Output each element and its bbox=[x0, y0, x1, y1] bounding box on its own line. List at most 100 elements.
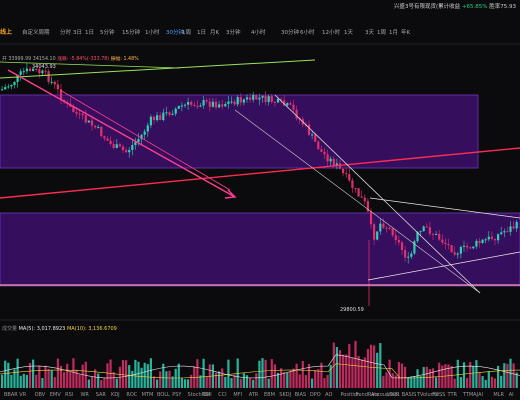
candle-body bbox=[487, 236, 490, 240]
volume-bar bbox=[512, 363, 515, 388]
indicator-tab[interactable]: OBV bbox=[34, 392, 46, 398]
indicator-tab[interactable]: TTR bbox=[447, 392, 458, 398]
indicator-tab[interactable]: RSI bbox=[65, 392, 74, 398]
indicator-tab[interactable]: TVolume bbox=[416, 392, 439, 398]
indicator-tab[interactable]: AI bbox=[508, 392, 514, 398]
timeframe-tab[interactable]: 4小时 bbox=[251, 30, 266, 36]
volume-bar bbox=[56, 358, 59, 388]
indicator-tab[interactable]: SMI bbox=[202, 392, 212, 398]
timeframe-tab[interactable]: 3日 bbox=[73, 30, 82, 36]
indicator-tab[interactable]: BASIS bbox=[401, 392, 417, 398]
indicator-tab[interactable]: CCI bbox=[218, 392, 227, 398]
indicator-tab[interactable]: ATR bbox=[248, 392, 259, 398]
volume-bar bbox=[81, 364, 84, 388]
indicator-tab[interactable]: KDJ bbox=[111, 392, 120, 398]
indicator-tab[interactable]: BIAS bbox=[294, 392, 307, 398]
timeframe-tab[interactable]: 自定义周期 bbox=[22, 30, 50, 36]
indicator-tab[interactable]: BBAR bbox=[4, 392, 18, 398]
volume-bar bbox=[199, 375, 202, 388]
indicator-tab[interactable]: AO bbox=[325, 392, 333, 398]
timeframe-tab[interactable]: 12小时 bbox=[322, 30, 340, 36]
volume-bar bbox=[171, 376, 174, 388]
indicator-tab[interactable]: MTM bbox=[141, 392, 154, 398]
timeframe-tab[interactable]: 1日 bbox=[197, 30, 206, 36]
indicator-tab[interactable]: LSUR bbox=[386, 392, 400, 398]
volume-bar bbox=[190, 374, 193, 388]
account-extra: 胜率75.93 bbox=[489, 4, 516, 10]
indicator-tab[interactable]: FundRate bbox=[355, 392, 380, 398]
indicator-tab[interactable]: MLR bbox=[493, 392, 504, 398]
candle-body bbox=[484, 239, 487, 241]
candle-body bbox=[171, 113, 174, 115]
volume-bar bbox=[490, 376, 493, 388]
timeframe-tab[interactable]: 分时 bbox=[60, 30, 72, 36]
timeframe-tab[interactable]: 年K bbox=[401, 30, 411, 36]
candle-body bbox=[177, 105, 180, 109]
indicator-tab[interactable]: SKDJ bbox=[279, 392, 292, 398]
volume-bar bbox=[342, 354, 345, 388]
volume-bar bbox=[469, 362, 472, 388]
timeframe-tab[interactable]: 月K bbox=[210, 30, 220, 36]
timeframe-tab[interactable]: 1周 bbox=[377, 30, 386, 36]
volume-bar bbox=[242, 373, 245, 388]
volume-bar bbox=[16, 358, 19, 388]
candle-body bbox=[146, 125, 149, 132]
indicator-tab[interactable]: StochRSI bbox=[187, 392, 210, 398]
candle-body bbox=[338, 163, 342, 169]
indicator-tab[interactable]: MFI bbox=[233, 392, 243, 398]
indicator-tab[interactable]: WR bbox=[80, 392, 89, 398]
indicator-tab[interactable]: TTMAJ bbox=[462, 392, 479, 398]
volume-bar bbox=[267, 378, 270, 388]
indicator-tab[interactable]: PSY bbox=[172, 392, 182, 398]
volume-bar bbox=[13, 369, 16, 388]
ohlc-amp-label: 振幅: bbox=[110, 57, 122, 62]
candle-body bbox=[196, 105, 199, 107]
timeframe-tab[interactable]: 15分钟 bbox=[122, 30, 140, 36]
candle-body bbox=[450, 245, 453, 253]
candle-body bbox=[137, 139, 140, 143]
timeframe-tab[interactable]: 30分钟 bbox=[166, 30, 184, 36]
candle-body bbox=[214, 101, 218, 108]
indicator-tab[interactable]: DPO bbox=[309, 392, 321, 398]
volume-bar bbox=[307, 363, 311, 388]
indicator-tab[interactable]: BOLL bbox=[156, 392, 170, 398]
indicator-tab[interactable]: ROC bbox=[126, 392, 138, 398]
candle-body bbox=[413, 241, 416, 254]
candle-body bbox=[332, 158, 335, 166]
timeframe-tab[interactable]: 1周 bbox=[182, 30, 191, 36]
timeframe-tab[interactable]: 30分钟 bbox=[281, 30, 299, 36]
timeframe-tab[interactable]: 1日 bbox=[85, 30, 94, 36]
indicator-tab[interactable]: Position bbox=[340, 392, 360, 398]
candle-body bbox=[267, 96, 270, 102]
timeframe-tab[interactable]: 5分钟 bbox=[100, 30, 115, 36]
indicator-tab[interactable]: VR bbox=[19, 392, 27, 398]
indicator-tab[interactable]: EMV bbox=[49, 392, 61, 398]
indicator-tab[interactable]: SAR bbox=[95, 392, 106, 398]
timeframe-tab[interactable]: 6小时 bbox=[300, 30, 315, 36]
indicator-tab[interactable]: FDSS bbox=[432, 392, 446, 398]
candle-body bbox=[270, 96, 273, 102]
timeframe-tab[interactable]: 1小时 bbox=[145, 30, 160, 36]
timeframe-tab[interactable]: 1天 bbox=[344, 30, 353, 36]
candle-body bbox=[295, 109, 298, 119]
volume-bar bbox=[270, 359, 273, 388]
volume-bar bbox=[156, 379, 159, 388]
candle-body bbox=[22, 71, 25, 73]
volume-bar bbox=[7, 362, 10, 388]
volume-bar bbox=[441, 365, 444, 388]
timeframe-tab[interactable]: 3天 bbox=[365, 30, 374, 36]
indicator-tab[interactable]: AccountVol bbox=[371, 392, 399, 398]
indicator-tab[interactable]: AI bbox=[478, 392, 484, 398]
volume-bar bbox=[159, 371, 162, 388]
timeframe-tab[interactable]: 1月 bbox=[389, 30, 398, 36]
timeframe-tab[interactable]: 3分钟 bbox=[226, 30, 241, 36]
volume-ma5-label: MA(5): bbox=[18, 326, 36, 332]
volume-bar bbox=[28, 362, 32, 388]
ohlc-legend: 开 33999.99 34154.10 涨跌: -5.84%(-333.78) … bbox=[2, 55, 139, 62]
volume-bar bbox=[320, 362, 323, 388]
candle-body bbox=[292, 104, 295, 110]
arrow-head bbox=[224, 189, 237, 199]
indicator-tab[interactable]: EBM bbox=[264, 392, 275, 398]
volume-bar bbox=[168, 370, 171, 388]
